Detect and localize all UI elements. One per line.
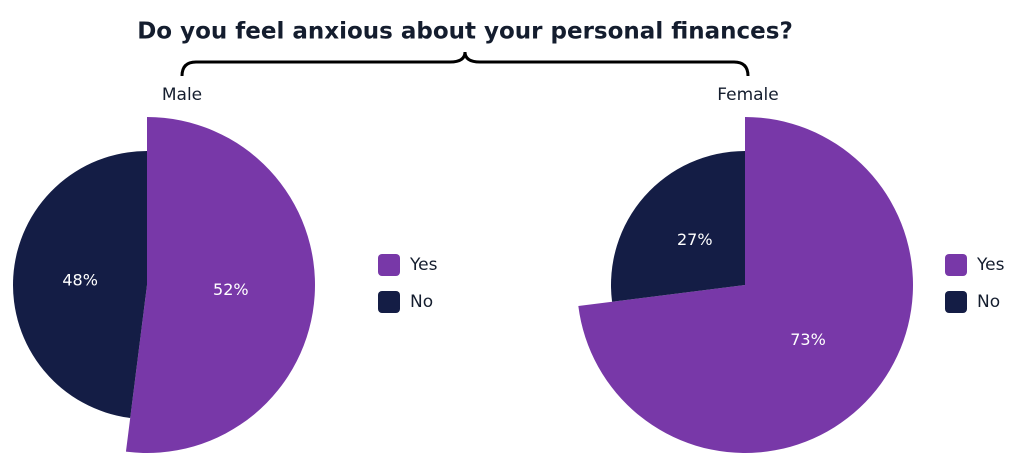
data-label: 52%	[213, 280, 249, 299]
pie-slice	[125, 117, 315, 453]
pie-title: Female	[717, 85, 778, 105]
pie-slice	[611, 151, 745, 302]
legend-swatch	[945, 254, 967, 276]
legend-label: No	[410, 292, 433, 312]
legend-label: Yes	[976, 255, 1005, 275]
brace	[180, 51, 750, 77]
data-label: 27%	[677, 230, 713, 249]
legend-label: Yes	[409, 255, 438, 275]
pie-slice	[13, 151, 147, 418]
legend-label: No	[977, 292, 1000, 312]
pie-slice	[578, 117, 913, 454]
chart-title: Do you feel anxious about your personal …	[137, 19, 793, 45]
legend-swatch	[378, 291, 400, 313]
data-label: 48%	[62, 270, 98, 289]
pie-title: Male	[162, 85, 202, 105]
data-label: 73%	[790, 330, 826, 349]
legend-swatch	[378, 254, 400, 276]
legend-swatch	[945, 291, 967, 313]
